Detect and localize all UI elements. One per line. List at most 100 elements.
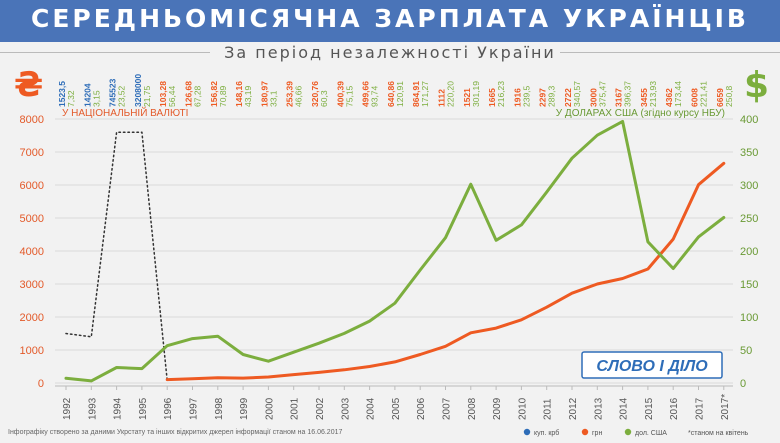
top-label-usd: 56,44 bbox=[167, 85, 177, 107]
top-label-value: 2297 bbox=[538, 88, 548, 107]
top-label-usd: 250,8 bbox=[724, 85, 734, 107]
top-label-usd: 289,3 bbox=[547, 85, 557, 107]
top-label-usd: 171,27 bbox=[420, 81, 430, 107]
left-tick-label: 3000 bbox=[20, 279, 44, 291]
x-tick-label: 2017* bbox=[720, 394, 731, 420]
right-tick-label: 250 bbox=[740, 213, 758, 225]
dollar-sign-icon: $ bbox=[744, 65, 769, 106]
left-tick-label: 1000 bbox=[20, 345, 44, 357]
top-label-value: 253,39 bbox=[285, 81, 295, 107]
top-label-value: 126,68 bbox=[184, 81, 194, 107]
series-lines bbox=[64, 119, 726, 383]
legend: куп. крб грн дол. США *станом на квітень bbox=[523, 428, 749, 437]
top-label-value: 6659 bbox=[715, 88, 725, 107]
top-label-value: 3167 bbox=[614, 88, 624, 107]
top-label-usd: 221,41 bbox=[699, 81, 709, 107]
series-line-1 bbox=[165, 161, 726, 382]
legend-marker bbox=[581, 428, 589, 436]
series-line-2 bbox=[64, 119, 726, 383]
left-tick-label: 5000 bbox=[20, 213, 44, 225]
right-axis-label: У ДОЛАРАХ США (згідно курсу НБУ) bbox=[556, 108, 725, 119]
x-tick-label: 2013 bbox=[593, 397, 604, 420]
x-tick-label: 1999 bbox=[239, 397, 250, 420]
top-label-usd: 220,20 bbox=[446, 81, 456, 107]
title-bar bbox=[0, 0, 780, 42]
left-tick-label: 7000 bbox=[20, 147, 44, 159]
left-tick-label: 2000 bbox=[20, 312, 44, 324]
top-label-value: 1523,5 bbox=[57, 81, 67, 107]
left-tick-label: 6000 bbox=[20, 180, 44, 192]
left-axis-label: У НАЦІОНАЛЬНІЙ ВАЛЮТІ bbox=[62, 106, 188, 119]
top-label-usd: 75,15 bbox=[344, 85, 354, 107]
subtitle-rule-left bbox=[0, 52, 210, 53]
right-tick-label: 400 bbox=[740, 114, 758, 126]
top-value-labels: 1523,5 7,32 14204 3,15 745523 23,52 3208000 21,… bbox=[57, 74, 734, 107]
legend-marker bbox=[523, 428, 531, 436]
currency-icons: ₴ $ bbox=[14, 65, 769, 106]
hryvnia-sign-icon: ₴ bbox=[14, 65, 43, 105]
x-tick-label: 1997 bbox=[189, 397, 200, 420]
top-label-usd: 43,19 bbox=[243, 85, 253, 107]
legend-label: грн bbox=[592, 430, 602, 437]
top-label-value: 1916 bbox=[512, 88, 522, 107]
top-label-value: 4362 bbox=[664, 88, 674, 107]
top-label-value: 14204 bbox=[82, 83, 92, 107]
top-label-usd: 301,19 bbox=[471, 81, 481, 107]
x-tick-label: 1994 bbox=[113, 397, 124, 420]
top-label-value: 180,97 bbox=[259, 81, 269, 107]
x-tick-label: 2009 bbox=[492, 397, 503, 420]
footnote: Інфографіку створено за даними Укрстату … bbox=[8, 429, 343, 436]
top-label-value: 499,66 bbox=[361, 81, 371, 107]
x-tick-label: 2000 bbox=[264, 397, 275, 420]
top-label-usd: 239,5 bbox=[521, 85, 531, 107]
top-label-value: 864,91 bbox=[411, 81, 421, 107]
x-tick-label: 2007 bbox=[442, 397, 453, 420]
top-label-value: 3455 bbox=[639, 88, 649, 107]
x-tick-label: 1992 bbox=[62, 397, 73, 420]
right-tick-label: 0 bbox=[740, 378, 746, 390]
top-label-usd: 7,32 bbox=[66, 90, 76, 107]
top-label-value: 103,28 bbox=[158, 81, 168, 107]
top-label-value: 3000 bbox=[588, 88, 598, 107]
top-label-value: 6008 bbox=[690, 88, 700, 107]
top-label-usd: 33,1 bbox=[268, 90, 278, 107]
legend-marker bbox=[624, 428, 632, 436]
page-title: СЕРЕДНЬОМІСЯЧНА ЗАРПЛАТА УКРАЇНЦІВ bbox=[30, 4, 749, 33]
right-tick-label: 50 bbox=[740, 345, 752, 357]
left-tick-label: 0 bbox=[38, 378, 44, 390]
x-tick-label: 2002 bbox=[315, 397, 326, 420]
top-label-value: 2722 bbox=[563, 88, 573, 107]
x-tick-label: 2014 bbox=[619, 397, 630, 420]
top-label-usd: 216,23 bbox=[496, 81, 506, 107]
x-tick-label: 2017 bbox=[695, 397, 706, 420]
x-tick-label: 2006 bbox=[416, 397, 427, 420]
top-label-usd: 60,3 bbox=[319, 90, 329, 107]
left-tick-label: 4000 bbox=[20, 246, 44, 258]
top-label-usd: 375,47 bbox=[597, 81, 607, 107]
top-label-usd: 46,66 bbox=[294, 85, 304, 107]
grid-lines bbox=[55, 118, 733, 387]
top-label-value: 3208000 bbox=[133, 74, 143, 107]
axes: 0 1000 2000 3000 4000 5000 6000 7000 8000 0 50 100 1… bbox=[20, 114, 759, 420]
x-tick-label: 2001 bbox=[290, 397, 301, 420]
top-label-usd: 23,52 bbox=[117, 85, 127, 107]
left-tick-label: 8000 bbox=[20, 114, 44, 126]
right-tick-label: 150 bbox=[740, 279, 758, 291]
x-tick-label: 2008 bbox=[467, 397, 478, 420]
top-label-value: 1112 bbox=[437, 89, 447, 107]
top-label-usd: 67,28 bbox=[193, 85, 203, 107]
top-label-value: 400,39 bbox=[335, 81, 345, 107]
page-subtitle: За період незалежності України bbox=[224, 43, 556, 62]
x-tick-label: 1996 bbox=[163, 397, 174, 420]
top-label-usd: 340,57 bbox=[572, 81, 582, 107]
x-tick-label: 2015 bbox=[644, 397, 655, 420]
top-label-usd: 213,93 bbox=[648, 81, 658, 107]
top-label-value: 1665 bbox=[487, 88, 497, 107]
x-tick-label: 2010 bbox=[517, 397, 528, 420]
x-tick-label: 1998 bbox=[214, 397, 225, 420]
x-tick-label: 2012 bbox=[568, 397, 579, 420]
legend-label: дол. США bbox=[635, 430, 667, 437]
top-label-value: 640,86 bbox=[386, 81, 396, 107]
right-tick-label: 350 bbox=[740, 147, 758, 159]
